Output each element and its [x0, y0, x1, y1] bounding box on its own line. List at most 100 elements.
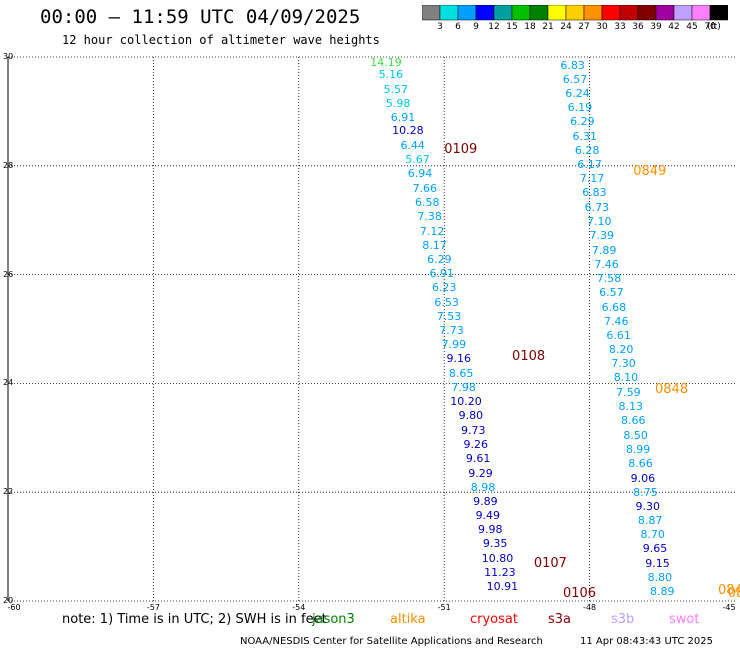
wave-height-value: 9.80 [458, 409, 484, 423]
wave-height-value: 7.17 [579, 172, 605, 186]
y-tick-label: 22 [3, 487, 14, 497]
wave-height-value: 9.15 [645, 556, 670, 570]
colorbar-label: 24 [560, 22, 572, 32]
wave-height-value: 9.61 [465, 451, 491, 465]
x-tick-label: -54 [292, 603, 306, 612]
colorbar [422, 5, 728, 21]
wave-height-value: 6.57 [562, 72, 588, 86]
satellite-legend-item: swot [669, 612, 700, 627]
pass-time-label: 0848 [655, 381, 689, 397]
colorbar-label: 9 [473, 22, 479, 32]
footnote: note: 1) Time is in UTC; 2) SWH is in fe… [62, 612, 327, 627]
wave-height-value: 7.58 [596, 271, 622, 285]
footer-source: NOAA/NESDIS Center for Satellite Applica… [240, 636, 543, 647]
wave-height-value: 8.70 [640, 528, 665, 542]
wave-height-value: 6.83 [560, 58, 585, 72]
satellite-legend-item: jason3 [312, 612, 355, 627]
wave-height-value: 8.87 [637, 513, 663, 527]
wave-height-value: 5.16 [378, 67, 404, 81]
wave-height-value: 9.65 [642, 542, 668, 556]
wave-height-value: 10.80 [481, 552, 514, 566]
wave-height-value: 8.75 [633, 485, 658, 499]
pass-time-label: 0109 [444, 142, 478, 158]
wave-height-value: 10.91 [486, 580, 519, 594]
colorbar-label: 21 [542, 22, 554, 32]
wave-height-value: 7.10 [587, 215, 612, 229]
colorbar-label: 33 [614, 22, 626, 32]
wave-height-value: 6.68 [601, 300, 627, 314]
satellite-legend-item: altika [390, 612, 426, 627]
page-subtitle: 12 hour collection of altimeter wave hei… [62, 33, 380, 47]
wave-height-value: 8.89 [650, 585, 675, 599]
y-tick-label: 30 [3, 52, 14, 61]
wave-height-value: 6.61 [606, 328, 631, 342]
wave-height-value: 9.98 [477, 523, 503, 537]
colorbar-label: 42 [668, 22, 680, 32]
wave-height-value: 8.80 [647, 571, 673, 585]
wave-height-value: 9.30 [635, 499, 661, 513]
colorbar-label: 18 [524, 22, 536, 32]
wave-height-value: 7.98 [451, 381, 476, 395]
wave-height-value: 9.29 [468, 466, 493, 480]
pass-time-label: 0849 [633, 164, 667, 180]
x-tick-label: -57 [146, 603, 160, 612]
wave-height-value: 5.98 [385, 96, 411, 110]
wave-height-value: 9.06 [630, 471, 656, 485]
colorbar-label: 27 [578, 22, 590, 32]
page-title: 00:00 – 11:59 UTC 04/09/2025 [40, 6, 361, 28]
colorbar-label: 6 [455, 22, 461, 32]
wave-height-value: 9.73 [461, 423, 486, 437]
wave-height-value: 7.46 [594, 257, 619, 271]
wave-height-value: 7.46 [604, 314, 629, 328]
wave-height-value: 6.17 [577, 158, 602, 172]
y-tick-label: 28 [3, 160, 14, 170]
wave-height-value: 6.31 [572, 129, 598, 143]
wave-height-value: 11.23 [484, 566, 516, 580]
wave-height-value: 7.53 [436, 309, 462, 323]
wave-height-value: 6.57 [599, 286, 624, 299]
colorbar-label: 36 [632, 22, 644, 32]
y-tick-label: 26 [3, 269, 14, 279]
pass-time-label: 0847 [718, 583, 740, 599]
wave-height-value: 8.98 [470, 480, 496, 494]
wave-height-value: 7.99 [441, 338, 467, 352]
x-tick-label: -48 [583, 603, 597, 612]
wave-height-value: 6.91 [429, 266, 455, 280]
wave-height-value: 5.67 [405, 153, 430, 167]
wave-height-value: 6.44 [400, 139, 425, 153]
satellite-legend-item: s3a [548, 612, 572, 627]
colorbar-label: 70 [704, 22, 716, 32]
pass-time-label: 0108 [512, 349, 546, 365]
wave-height-value: 7.38 [417, 210, 442, 224]
wave-height-value: 6.19 [567, 101, 593, 115]
wave-height-value: 7.30 [611, 357, 636, 371]
x-tick-label: -60 [7, 603, 21, 612]
y-tick-label: 20 [3, 596, 14, 605]
colorbar-label: 30 [596, 22, 608, 32]
wave-height-value: 5.57 [383, 82, 408, 96]
wave-height-value: 7.12 [419, 224, 445, 238]
colorbar-label: 39 [650, 22, 662, 32]
wave-height-value: 9.49 [475, 509, 501, 523]
wave-height-value: 10.20 [450, 395, 482, 409]
wave-height-value: 8.13 [618, 400, 644, 414]
wave-height-value: 6.23 [431, 281, 457, 295]
wave-height-value: 6.58 [414, 196, 440, 210]
wave-height-value: 14.19 [370, 56, 402, 70]
satellite-legend-item: s3b [611, 612, 635, 627]
colorbar-label: (ft) [707, 22, 721, 32]
pass-time-label: 0106 [562, 586, 597, 601]
wave-height-value: 6.28 [574, 144, 600, 158]
wave-height-value: 7.89 [591, 243, 617, 257]
wave-height-value: 8.50 [623, 428, 648, 442]
x-tick-label: -51 [437, 603, 451, 612]
colorbar-label: 12 [488, 22, 500, 32]
colorbar-label: 45 [686, 22, 698, 32]
wave-height-value: 8.10 [613, 371, 639, 385]
wave-height-value: 6.53 [434, 295, 459, 309]
colorbar-labels: 3 6 9 12 15 18 21 24 27 30 33 36 39 42 45 70 (ft) [422, 22, 740, 34]
wave-height-value: 8.20 [608, 343, 634, 357]
wave-height-value: 9.26 [463, 437, 488, 451]
colorbar-swatch [709, 5, 728, 21]
